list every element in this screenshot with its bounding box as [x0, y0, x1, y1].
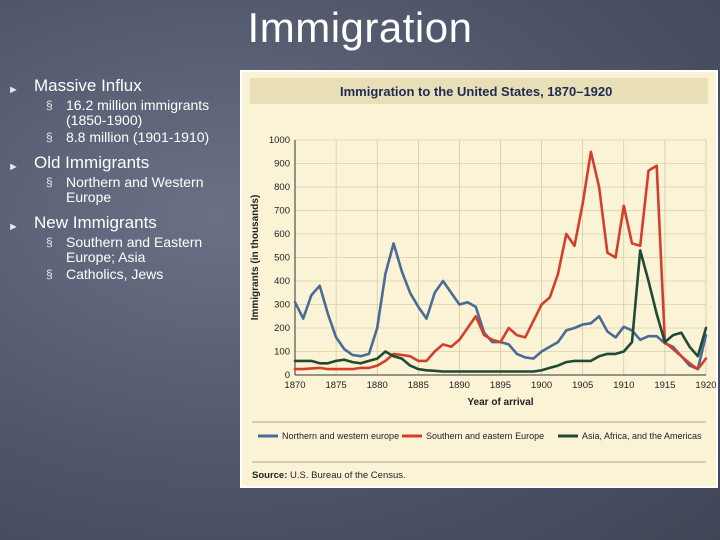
- series-line-2: [293, 249, 708, 373]
- sub-bullet: § Northern and Western Europe: [8, 175, 244, 205]
- sub-bullet-square-icon: §: [46, 267, 53, 281]
- sub-bullet-text: Catholics, Jews: [66, 266, 164, 282]
- immigration-chart: Immigration to the United States, 1870–1…: [240, 70, 718, 488]
- y-tick-label: 1000: [269, 135, 290, 146]
- y-tick-label: 200: [274, 323, 290, 334]
- sub-bullet-square-icon: §: [46, 175, 53, 189]
- x-tick-label: 1915: [654, 380, 675, 391]
- chart-grid: [294, 139, 707, 376]
- y-tick-label: 100: [274, 347, 290, 358]
- chart-svg: Immigration to the United States, 1870–1…: [240, 70, 718, 488]
- sub-bullet: § 8.8 million (1901-1910): [8, 130, 244, 145]
- bullet-text: Massive Influx: [34, 76, 142, 95]
- x-tick-label: 1880: [367, 380, 388, 391]
- y-axis-label: Immigrants (in thousands): [250, 195, 261, 321]
- source-note: Source: U.S. Bureau of the Census.: [252, 470, 406, 481]
- sub-bullet-square-icon: §: [46, 98, 53, 112]
- chart-series: [293, 150, 708, 373]
- legend-label: Northern and western europe: [282, 431, 399, 441]
- bullet-text: Old Immigrants: [34, 153, 150, 172]
- source-text: U.S. Bureau of the Census.: [290, 470, 406, 481]
- series-line-1: [293, 150, 708, 371]
- chart-title-bar: [250, 78, 708, 104]
- y-tick-label: 400: [274, 276, 290, 287]
- sub-bullet-text: Northern and Western Europe: [66, 174, 204, 205]
- y-tick-label: 0: [285, 370, 290, 381]
- y-tick-label: 500: [274, 253, 290, 264]
- x-tick-label: 1895: [490, 380, 511, 391]
- y-tick-label: 700: [274, 206, 290, 217]
- bullet-arrow-icon: ►: [8, 84, 19, 96]
- sub-bullet: § Southern and Eastern Europe; Asia: [8, 235, 244, 265]
- legend-label: Asia, Africa, and the Americas: [582, 431, 702, 441]
- sub-bullet: § Catholics, Jews: [8, 267, 244, 282]
- x-tick-label: 1920: [695, 380, 716, 391]
- x-tick-label: 1870: [284, 380, 305, 391]
- bullet-list: ► Massive Influx § 16.2 million immigran…: [8, 72, 244, 282]
- bullet-arrow-icon: ►: [8, 221, 19, 233]
- sub-bullet-text: Southern and Eastern Europe; Asia: [66, 234, 203, 265]
- bullet-text: New Immigrants: [34, 213, 157, 232]
- x-tick-label: 1905: [572, 380, 593, 391]
- x-tick-label: 1910: [613, 380, 634, 391]
- x-tick-label: 1900: [531, 380, 552, 391]
- x-axis-label: Year of arrival: [467, 397, 533, 408]
- legend-label: Southern and eastern Europe: [426, 431, 544, 441]
- sub-bullet-square-icon: §: [46, 235, 53, 249]
- x-axis-ticks: 1870 1875 1880 1885 1890 1895 1900 1905 1910 1915…: [284, 380, 716, 391]
- chart-title: Immigration to the United States, 1870–1…: [340, 84, 612, 99]
- bullet-old-immigrants: ► Old Immigrants: [8, 153, 244, 173]
- chart-legend: Northern and western europe Southern and …: [258, 431, 702, 441]
- sub-bullet-square-icon: §: [46, 130, 53, 144]
- bullet-new-immigrants: ► New Immigrants: [8, 213, 244, 233]
- chart-background: [242, 72, 716, 486]
- sub-bullet: § 16.2 million immigrants (1850-1900): [8, 98, 244, 128]
- y-tick-label: 600: [274, 229, 290, 240]
- y-tick-label: 300: [274, 300, 290, 311]
- slide-title: Immigration: [247, 4, 473, 51]
- source-label: Source:: [252, 470, 287, 481]
- bullet-massive-influx: ► Massive Influx: [8, 76, 244, 96]
- bullet-arrow-icon: ►: [8, 161, 19, 173]
- x-tick-label: 1885: [408, 380, 429, 391]
- sub-bullet-text: 8.8 million (1901-1910): [66, 129, 210, 145]
- y-tick-label: 800: [274, 182, 290, 193]
- x-tick-label: 1875: [326, 380, 347, 391]
- x-tick-label: 1890: [449, 380, 470, 391]
- y-axis-ticks: 0 100 200 300 400 500 600 700 800 900 1000: [269, 135, 290, 381]
- sub-bullet-text: 16.2 million immigrants (1850-1900): [66, 97, 210, 128]
- y-tick-label: 900: [274, 159, 290, 170]
